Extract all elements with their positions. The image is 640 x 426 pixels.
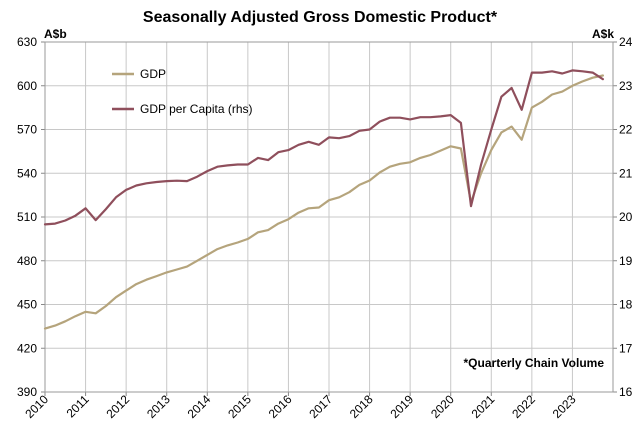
x-tick-label: 2011 bbox=[64, 392, 92, 420]
right-tick-label: 18 bbox=[619, 298, 633, 312]
right-tick-label: 20 bbox=[619, 210, 633, 224]
x-tick-label: 2019 bbox=[387, 392, 416, 421]
left-tick-label: 480 bbox=[17, 254, 37, 268]
chart-title: Seasonally Adjusted Gross Domestic Produ… bbox=[143, 9, 498, 26]
legend: GDP GDP per Capita (rhs) bbox=[112, 67, 252, 116]
series-lines bbox=[43, 69, 605, 330]
left-tick-label: 570 bbox=[17, 123, 37, 137]
chart-footnote: *Quarterly Chain Volume bbox=[464, 356, 605, 370]
legend-label-gdp: GDP bbox=[140, 67, 166, 81]
x-tick-label: 2021 bbox=[469, 392, 498, 421]
left-tick-label: 390 bbox=[17, 385, 37, 399]
x-tick-label: 2017 bbox=[306, 392, 335, 421]
x-tick-label: 2022 bbox=[509, 392, 538, 421]
left-tick-label: 420 bbox=[17, 341, 37, 355]
x-tick-label: 2018 bbox=[347, 392, 376, 421]
right-tick-label: 21 bbox=[619, 166, 633, 180]
left-tick-label: 630 bbox=[17, 35, 37, 49]
right-tick-label: 24 bbox=[619, 35, 633, 49]
x-tick-label: 2013 bbox=[144, 392, 173, 421]
right-tick-label: 22 bbox=[619, 123, 633, 137]
x-tick-label: 2015 bbox=[225, 392, 254, 421]
legend-label-gdp-per-capita: GDP per Capita (rhs) bbox=[140, 102, 252, 116]
x-tick-label: 2014 bbox=[185, 392, 214, 421]
right-tick-label: 17 bbox=[619, 341, 633, 355]
x-tick-label: 2020 bbox=[428, 392, 457, 421]
series-line-gdp-per-capita bbox=[43, 69, 605, 226]
x-tick-label: 2012 bbox=[103, 392, 132, 421]
series-line-gdp bbox=[43, 74, 605, 330]
left-axis-unit: A$b bbox=[44, 27, 67, 41]
plot-area-frame bbox=[44, 41, 614, 393]
axes bbox=[41, 41, 617, 396]
x-tick-label: 2023 bbox=[550, 392, 579, 421]
left-tick-label: 540 bbox=[17, 166, 37, 180]
left-tick-label: 510 bbox=[17, 210, 37, 224]
right-tick-label: 16 bbox=[619, 385, 633, 399]
left-tick-label: 450 bbox=[17, 298, 37, 312]
right-tick-label: 23 bbox=[619, 79, 633, 93]
right-axis-unit: A$k bbox=[592, 27, 614, 41]
left-tick-label: 600 bbox=[17, 79, 37, 93]
gridlines bbox=[44, 41, 613, 393]
right-tick-label: 19 bbox=[619, 254, 633, 268]
x-tick-label: 2016 bbox=[266, 392, 295, 421]
